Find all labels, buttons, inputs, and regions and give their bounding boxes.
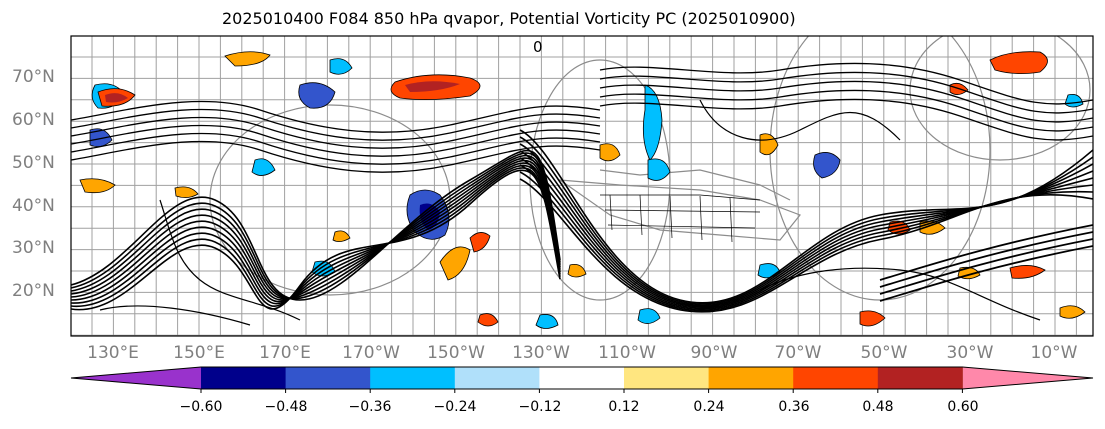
pv-contour-line	[71, 154, 561, 300]
pv-contour-line	[599, 71, 1093, 114]
pv-contour-line	[879, 231, 1093, 288]
pv-contour-line	[599, 98, 1093, 141]
latitude-label-60n: 60°N	[12, 110, 55, 130]
longitude-label-150e: 150°E	[173, 343, 225, 363]
longitude-label-50w: 50°W	[860, 343, 908, 363]
colorbar-tick-label: −0.48	[264, 399, 308, 415]
title-area: 2025010400 F084 850 hPa qvapor, Potentia…	[0, 0, 1105, 34]
colorbar-segment	[285, 367, 371, 389]
map-frame	[70, 35, 1094, 337]
pv-contour-line	[71, 167, 561, 307]
pv-contour-line	[71, 132, 601, 165]
pv-contour-line	[71, 152, 561, 300]
colorbar-tick-label: −0.60	[179, 399, 223, 415]
latitude-label-40n: 40°N	[12, 196, 55, 216]
colorbar-tick-label: 0.48	[862, 399, 894, 415]
colorbar-tick-label: 0.24	[693, 399, 725, 415]
pv-contour-line	[71, 169, 561, 311]
longitude-label-30w: 30°W	[946, 343, 994, 363]
longitude-label-110w: 110°W	[598, 343, 656, 363]
potential-vorticity-contours	[71, 62, 1093, 326]
colorbar-left-extend	[71, 367, 201, 389]
colorbar	[70, 366, 1094, 393]
pv-contour-line	[159, 199, 301, 321]
political-borders	[600, 194, 761, 243]
longitude-label-90w: 90°W	[690, 343, 738, 363]
colorbar-tick-label: 0.12	[608, 399, 640, 415]
longitude-label-10w: 10°W	[1030, 343, 1078, 363]
colorbar-tick-label: −0.36	[348, 399, 392, 415]
longitude-label-170e: 170°E	[259, 343, 311, 363]
colorbar-segment	[877, 367, 963, 389]
map-background	[71, 36, 1093, 336]
pv-contour-line	[519, 178, 1093, 313]
longitude-label-130w: 130°W	[512, 343, 570, 363]
colorbar-segment	[708, 367, 794, 389]
pv-contour-line	[71, 124, 601, 157]
latitude-label-30n: 30°N	[12, 238, 55, 258]
pv-contour-line	[71, 108, 601, 141]
pv-contour-line	[99, 305, 251, 326]
latitude-label-50n: 50°N	[12, 153, 55, 173]
map-title: 2025010400 F084 850 hPa qvapor, Potentia…	[222, 9, 796, 28]
longitude-label-130e: 130°E	[87, 343, 139, 363]
longitude-label-150w: 150°W	[427, 343, 485, 363]
pv-contour-line	[759, 267, 1041, 321]
pv-contour-line	[599, 80, 1093, 123]
pv-contour-line	[599, 89, 1093, 132]
colorbar-tick-label: 0.60	[947, 399, 979, 415]
colorbar-tick-label: 0.36	[778, 399, 810, 415]
pv-contour-line	[71, 140, 601, 173]
longitude-label-70w: 70°W	[774, 343, 822, 363]
colorbar-segment	[454, 367, 540, 389]
latitude-label-20n: 20°N	[12, 281, 55, 301]
colorbar-segment	[201, 367, 287, 389]
longitude-label-170w: 170°W	[342, 343, 400, 363]
pv-contour-line	[71, 159, 561, 301]
pv-contour-line	[71, 100, 601, 133]
colorbar-segment	[370, 367, 456, 389]
colorbar-right-extend	[963, 367, 1093, 389]
colorbar-segment	[624, 367, 710, 389]
pv-contour-line	[71, 157, 561, 300]
colorbar-tick-label: −0.24	[433, 399, 477, 415]
pv-contour-line	[71, 116, 601, 149]
colorbar-tick-label: −0.12	[518, 399, 562, 415]
pv-contour-line	[879, 238, 1093, 295]
colorbar-segment	[539, 367, 625, 389]
pv-contour-line	[599, 62, 1093, 105]
pv-contour-line	[699, 99, 901, 141]
pv-contour-line	[879, 224, 1093, 281]
contour-label: 0	[533, 38, 543, 56]
colorbar-segment	[793, 367, 879, 389]
pv-contour-line	[879, 245, 1093, 302]
latitude-label-70n: 70°N	[12, 67, 55, 87]
